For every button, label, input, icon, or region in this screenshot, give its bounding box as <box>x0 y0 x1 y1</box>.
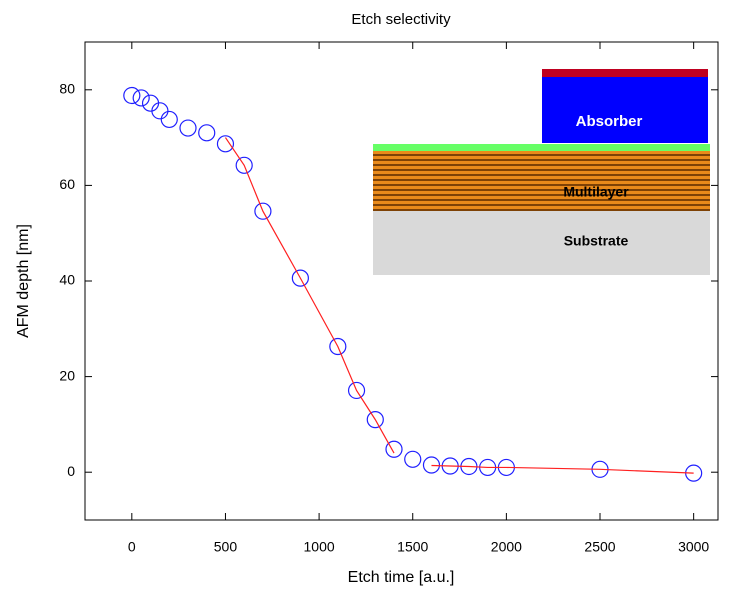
capping-layer <box>373 144 710 151</box>
data-point <box>254 202 272 220</box>
multilayer-stripes <box>373 154 710 211</box>
data-point <box>132 89 150 107</box>
data-point <box>385 440 403 458</box>
data-point <box>235 156 253 174</box>
chart-title: Etch selectivity <box>351 11 451 28</box>
data-point <box>291 269 309 287</box>
data-point <box>404 450 422 468</box>
x-tick-label: 1000 <box>304 539 335 555</box>
y-tick-label: 0 <box>67 463 75 479</box>
absorber-cap <box>542 69 708 77</box>
inset-stack: Absorber Multilayer Substrate <box>373 69 710 275</box>
y-axis-label: AFM depth [nm] <box>15 224 32 338</box>
annotation: Absorber <box>576 113 643 130</box>
absorber-layer <box>542 77 708 143</box>
data-point <box>347 381 366 400</box>
y-tick-label: 80 <box>59 81 75 97</box>
substrate-layer <box>373 211 710 275</box>
x-tick-label: 500 <box>214 539 238 555</box>
multilayer-layer <box>373 151 710 211</box>
data-point <box>179 119 197 137</box>
fit-line <box>224 137 395 454</box>
fit-line <box>431 464 694 474</box>
data-point <box>123 86 141 105</box>
y-tick-label: 60 <box>59 176 75 192</box>
x-tick-label: 1500 <box>397 539 428 555</box>
x-tick-label: 2500 <box>584 539 615 555</box>
data-point <box>198 124 216 142</box>
annotation: Multilayer <box>563 184 629 200</box>
annotation: Substrate <box>564 233 629 249</box>
data-point <box>366 411 384 429</box>
data-point <box>422 456 441 474</box>
x-tick-label: 2000 <box>491 539 522 555</box>
data-point <box>216 135 235 153</box>
y-tick-label: 20 <box>59 367 75 383</box>
x-tick-label: 0 <box>128 539 136 555</box>
data-point <box>160 110 178 129</box>
x-tick-label: 3000 <box>678 539 709 555</box>
data-point <box>329 337 347 356</box>
data-point <box>151 102 169 120</box>
y-tick-label: 40 <box>59 272 75 288</box>
x-axis-label: Etch time [a.u.] <box>348 569 455 586</box>
